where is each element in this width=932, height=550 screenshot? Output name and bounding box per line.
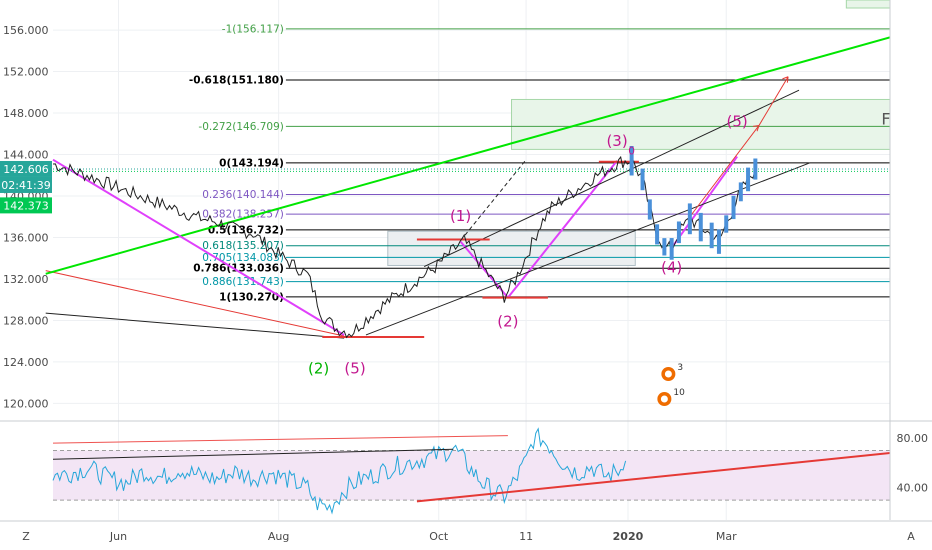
y-tick-label-5: 136.000 — [3, 231, 49, 244]
fib-label-10: 0.786(133.036) — [193, 263, 284, 275]
red-arrow-head-2 — [782, 76, 789, 83]
fib-label-12: 1(130.270) — [219, 291, 284, 303]
y-tick-label-2: 148.000 — [3, 107, 49, 120]
red-arrow-projection-1 — [689, 125, 760, 218]
projected-candle — [746, 167, 751, 192]
fib-label-3: -0.272(146.709) — [198, 121, 283, 133]
projected-candle — [709, 222, 714, 249]
edge-label: F — [881, 109, 890, 128]
wave-label-0: (2) — [308, 359, 329, 377]
fib-label-1: -1(156.117) — [222, 23, 284, 35]
projected-candle — [655, 224, 660, 245]
fib-extension-zone — [511, 98, 891, 150]
red-arrow-projection-2 — [758, 76, 789, 126]
projected-candle — [731, 195, 736, 220]
projected-candle — [698, 212, 703, 242]
fib-extension-zone-top — [845, 0, 891, 9]
fib-label-8: 0.618(135.207) — [202, 240, 284, 252]
y-tick-label-1: 152.000 — [3, 66, 49, 79]
projected-candle — [647, 199, 652, 220]
wave-label-3: (2) — [497, 313, 518, 331]
x-tick-label-0: Jun — [109, 530, 127, 543]
channel-lower — [365, 162, 811, 336]
rsi-y-tick-label-0: 80.00 — [897, 432, 929, 445]
rsi-red-support — [416, 452, 891, 503]
wave-label-2: (1) — [450, 207, 471, 225]
x-tick-label-1: Aug — [268, 530, 289, 543]
event-badge-count-1: 10 — [673, 388, 685, 398]
rsi-line — [52, 427, 627, 515]
projected-candle — [662, 238, 667, 256]
last-price-badge — [0, 160, 52, 177]
x-tick-label-4: 2020 — [613, 530, 644, 543]
magenta-wave-line-1 — [52, 158, 345, 336]
fib-label-2: -0.618(151.180) — [189, 75, 284, 87]
wave-label-1: (5) — [344, 359, 365, 377]
event-badge-dot-0 — [664, 370, 672, 378]
event-badge-count-0: 3 — [677, 363, 683, 373]
countdown-badge — [0, 176, 52, 193]
countdown-text: 02:41:39 — [1, 179, 50, 192]
y-tick-label-7: 128.000 — [3, 314, 49, 327]
wave-label-4: (3) — [606, 132, 627, 150]
red-trendline-left — [45, 270, 345, 337]
projected-candle — [738, 182, 743, 202]
x-tick-label-3: 11 — [519, 530, 533, 543]
auto-scale-button[interactable]: A — [907, 530, 915, 543]
black-trendline-left — [45, 312, 345, 339]
magenta-wave-line-3 — [670, 156, 738, 249]
rsi-red-resistance — [52, 435, 508, 444]
rsi-band — [53, 450, 890, 501]
y-tick-label-0: 156.000 — [3, 24, 49, 37]
fib-label-11: 0.886(131.743) — [202, 276, 284, 288]
x-tick-label-5: Mar — [716, 530, 737, 543]
alt-price-text: 142.373 — [3, 199, 49, 212]
projected-candle — [629, 145, 634, 176]
timezone-button[interactable]: Z — [22, 530, 30, 543]
dashed-projection — [460, 159, 527, 241]
projected-candle — [669, 238, 674, 260]
alt-price-badge — [0, 197, 52, 214]
y-tick-label-8: 124.000 — [3, 356, 49, 369]
price-line — [52, 155, 756, 339]
rsi-black-trendline — [52, 448, 454, 460]
event-badge-dot-1 — [660, 395, 668, 403]
projected-candle — [640, 168, 645, 191]
projected-candle — [687, 203, 692, 235]
fib-label-5: 0.236(140.144) — [202, 189, 284, 201]
x-tick-label-2: Oct — [429, 530, 449, 543]
y-tick-label-9: 120.000 — [3, 397, 49, 410]
projected-candle — [724, 215, 729, 233]
wave-label-5: (4) — [661, 259, 682, 277]
y-tick-label-6: 132.000 — [3, 273, 49, 286]
fib-label-6: 0.382(138.257) — [202, 209, 284, 221]
wave-label-6: (5) — [727, 113, 748, 131]
projected-candle — [676, 221, 681, 244]
magenta-wave-line-4 — [459, 240, 509, 299]
last-price-text: 142.606 — [3, 163, 49, 176]
green-trendline-long — [45, 36, 891, 275]
fib-label-4: 0(143.194) — [219, 157, 284, 169]
magenta-wave-line-2 — [507, 160, 618, 299]
wave-point-label: 0 — [628, 146, 635, 158]
consolidation-box — [387, 230, 636, 266]
y-tick-label-3: 144.000 — [3, 149, 49, 162]
projected-candle — [753, 158, 758, 180]
channel-upper — [423, 89, 800, 267]
red-arrow-head-1 — [752, 124, 760, 132]
projected-candle — [716, 229, 721, 254]
rsi-y-tick-label-1: 40.00 — [897, 482, 929, 495]
